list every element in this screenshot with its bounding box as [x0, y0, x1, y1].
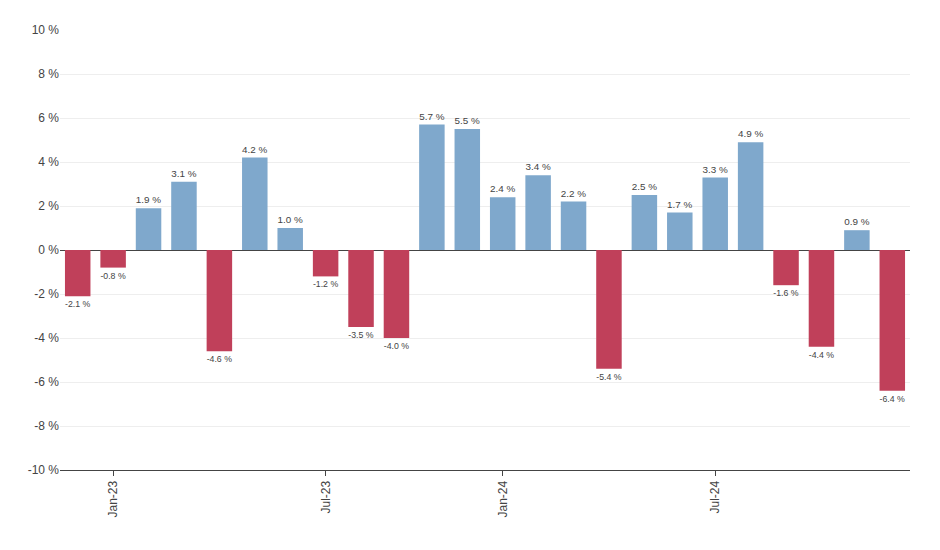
svg-text:4.2 %: 4.2 % [242, 144, 267, 155]
svg-text:-2.1 %: -2.1 % [65, 299, 91, 309]
svg-text:-2 %: -2 % [34, 287, 59, 301]
svg-text:-6.4 %: -6.4 % [880, 394, 906, 404]
svg-text:-0.8 %: -0.8 % [100, 271, 126, 281]
svg-text:5.7 %: 5.7 % [419, 111, 444, 122]
svg-text:Jan-23: Jan-23 [106, 480, 120, 517]
svg-text:-3.5 %: -3.5 % [348, 330, 374, 340]
svg-text:-1.6 %: -1.6 % [773, 288, 799, 298]
svg-text:-8 %: -8 % [34, 419, 59, 433]
svg-text:4 %: 4 % [38, 155, 59, 169]
svg-text:3.4 %: 3.4 % [525, 161, 550, 172]
svg-text:5.5 %: 5.5 % [455, 115, 480, 126]
svg-text:-6 %: -6 % [34, 375, 59, 389]
svg-text:-4.4 %: -4.4 % [809, 350, 835, 360]
svg-text:2.4 %: 2.4 % [490, 183, 515, 194]
svg-text:2.2 %: 2.2 % [561, 188, 586, 199]
svg-text:1.9 %: 1.9 % [136, 194, 161, 205]
svg-text:1.0 %: 1.0 % [277, 214, 302, 225]
svg-text:6 %: 6 % [38, 111, 59, 125]
svg-text:-5.4 %: -5.4 % [596, 372, 622, 382]
svg-text:8 %: 8 % [38, 67, 59, 81]
svg-text:3.3 %: 3.3 % [702, 164, 727, 175]
svg-text:0 %: 0 % [38, 243, 59, 257]
svg-text:0.9 %: 0.9 % [844, 216, 869, 227]
svg-text:Jul-24: Jul-24 [708, 480, 722, 513]
svg-text:-4 %: -4 % [34, 331, 59, 345]
svg-text:3.1 %: 3.1 % [171, 168, 196, 179]
svg-text:-4.6 %: -4.6 % [207, 354, 233, 364]
svg-text:10 %: 10 % [32, 23, 60, 37]
svg-text:Jan-24: Jan-24 [496, 480, 510, 517]
svg-text:-1.2 %: -1.2 % [313, 279, 339, 289]
svg-text:-10 %: -10 % [28, 463, 60, 477]
svg-text:1.7 %: 1.7 % [667, 199, 692, 210]
svg-text:4.9 %: 4.9 % [738, 128, 763, 139]
svg-text:2.5 %: 2.5 % [632, 181, 657, 192]
svg-text:-4.0 %: -4.0 % [384, 341, 410, 351]
svg-text:Jul-23: Jul-23 [319, 480, 333, 513]
svg-text:2 %: 2 % [38, 199, 59, 213]
